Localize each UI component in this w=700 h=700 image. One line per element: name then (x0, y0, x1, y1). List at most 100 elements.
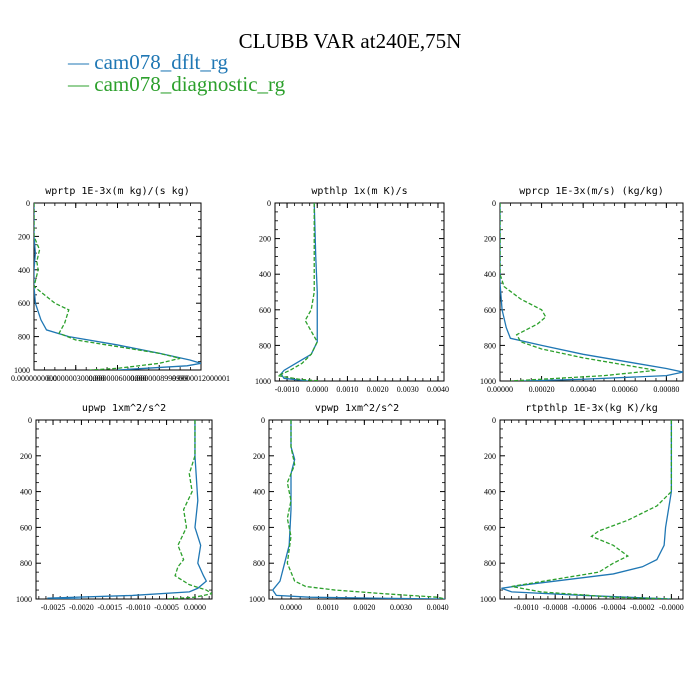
y-tick-label-upwp: 1000 (16, 595, 32, 604)
y-tick-label-wprcp: 800 (484, 341, 496, 350)
y-tick-label-rtpthlp: 200 (484, 452, 496, 461)
x-tick-label-wprcp: 0.00000 (487, 385, 513, 394)
plot-frame-wpthlp (274, 202, 445, 382)
series-line-rtpthlp-dflt (501, 420, 673, 599)
x-tick-label-wpthlp: -0.0010 (275, 385, 300, 394)
x-tick-label-rtpthlp: -0.0002 (630, 603, 655, 612)
y-tick-label-rtpthlp: 0 (492, 416, 496, 425)
x-tick-label-wpthlp: 0.0040 (427, 385, 449, 394)
x-tick-label-wprcp: 0.00080 (653, 385, 679, 394)
x-tick-label-wprtp: 0.0000008999999 (130, 374, 188, 383)
series-line-rtpthlp-diagnostic (511, 420, 673, 599)
x-tick-label-wprtp: 0.0000000000 (11, 374, 57, 383)
panel-wprtp: wprtp 1E-3x(m kg)/(s kg) 0 200 400 600 800 100… (11, 186, 230, 383)
y-tick-label-wprtp: 200 (18, 232, 30, 241)
x-tick-label-wpthlp: 0.0010 (336, 385, 358, 394)
y-tick-label-vpwp: 400 (253, 488, 265, 497)
series-line-wpthlp-diagnostic (275, 203, 321, 381)
series-line-upwp-dflt (47, 420, 208, 599)
x-tick-label-vpwp: 0.0020 (353, 603, 375, 612)
x-tick-label-wpthlp: 0.0020 (367, 385, 389, 394)
panel-wpthlp: wpthlp 1x(m K)/s 0 200 400 600 800 1000 -0.0010… (255, 186, 449, 394)
y-tick-label-wpthlp: 600 (259, 306, 271, 315)
panel-wprcp: wprcp 1E-3x(m/s) (kg/kg) 0 200 400 600 800 100… (480, 186, 684, 394)
series-line-wprcp-dflt (500, 203, 683, 381)
plot-frame-rtpthlp (499, 419, 684, 600)
y-tick-label-wprcp: 1000 (480, 377, 496, 386)
x-tick-label-upwp: -0.0020 (69, 603, 94, 612)
x-tick-label-wpthlp: 0.0030 (397, 385, 419, 394)
legend: — cam078_dflt_rg — cam078_diagnostic_rg (67, 50, 286, 96)
series-line-wprtp-diagnostic (34, 203, 181, 370)
y-tick-label-upwp: 800 (20, 559, 32, 568)
y-tick-label-vpwp: 200 (253, 452, 265, 461)
x-tick-label-upwp: -0.0025 (41, 603, 66, 612)
panel-title-vpwp: vpwp 1xm^2/s^2 (315, 403, 399, 414)
legend-entry-diagnostic: — cam078_diagnostic_rg (67, 72, 286, 96)
x-tick-label-rtpthlp: -0.0010 (514, 603, 539, 612)
x-tick-label-vpwp: 0.0030 (390, 603, 412, 612)
series-line-upwp-diagnostic (166, 420, 212, 599)
y-tick-label-vpwp: 600 (253, 523, 265, 532)
panel-title-wpthlp: wpthlp 1x(m K)/s (311, 186, 407, 197)
panels: wprtp 1E-3x(m kg)/(s kg) 0 200 400 600 800 100… (11, 186, 684, 612)
x-tick-label-upwp: -0.0005 (154, 603, 179, 612)
y-tick-label-upwp: 400 (20, 488, 32, 497)
x-tick-label-rtpthlp: -0.0008 (543, 603, 568, 612)
x-tick-label-wprcp: 0.00060 (612, 385, 638, 394)
panel-vpwp: vpwp 1xm^2/s^2 0 200 400 600 800 1000 0.0000 0.0… (249, 403, 449, 612)
y-tick-label-vpwp: 0 (261, 416, 265, 425)
x-tick-label-wprtp: 0.0000012000001 (172, 374, 230, 383)
x-tick-label-upwp: -0.0010 (126, 603, 151, 612)
y-tick-label-wpthlp: 0 (267, 199, 271, 208)
x-tick-label-rtpthlp: -0.0006 (572, 603, 597, 612)
x-tick-label-upwp: -0.0015 (97, 603, 122, 612)
legend-label-diagnostic: cam078_diagnostic_rg (94, 72, 285, 96)
legend-dash-diagnostic: — (67, 72, 94, 96)
x-tick-label-wpthlp: 0.0000 (306, 385, 328, 394)
figure-title: CLUBB VAR at240E,75N (239, 29, 462, 53)
y-tick-label-rtpthlp: 600 (484, 523, 496, 532)
series-line-wprtp-dflt (34, 203, 201, 370)
legend-label-dflt: cam078_dflt_rg (94, 50, 228, 74)
x-tick-label-vpwp: 0.0040 (427, 603, 449, 612)
y-tick-label-wprcp: 200 (484, 235, 496, 244)
x-tick-label-vpwp: 0.0000 (280, 603, 302, 612)
y-tick-label-wprtp: 0 (26, 199, 30, 208)
y-tick-label-wprtp: 600 (18, 299, 30, 308)
plot-frame-vpwp (268, 419, 446, 600)
legend-dash-dflt: — (67, 50, 94, 74)
y-tick-label-upwp: 0 (28, 416, 32, 425)
plot-frame-wprcp (499, 202, 684, 382)
y-tick-label-wpthlp: 200 (259, 235, 271, 244)
plot-frame-upwp (35, 419, 213, 600)
x-tick-label-vpwp: 0.0010 (317, 603, 339, 612)
y-tick-label-wpthlp: 800 (259, 341, 271, 350)
y-tick-label-vpwp: 800 (253, 559, 265, 568)
y-tick-label-wprcp: 400 (484, 270, 496, 279)
series-line-vpwp-diagnostic (286, 420, 445, 599)
panel-rtpthlp: rtpthlp 1E-3x(kg K)/kg 0 200 400 600 800 1000 -… (480, 403, 684, 612)
y-tick-label-upwp: 600 (20, 523, 32, 532)
y-tick-label-wprcp: 600 (484, 306, 496, 315)
y-tick-label-wprtp: 1000 (14, 366, 30, 375)
y-tick-label-vpwp: 1000 (249, 595, 265, 604)
y-tick-label-rtpthlp: 400 (484, 488, 496, 497)
legend-entry-dflt: — cam078_dflt_rg (67, 50, 229, 74)
panel-title-wprcp: wprcp 1E-3x(m/s) (kg/kg) (519, 186, 664, 197)
y-tick-label-upwp: 200 (20, 452, 32, 461)
panel-title-wprtp: wprtp 1E-3x(m kg)/(s kg) (45, 186, 190, 197)
panel-title-upwp: upwp 1xm^2/s^2 (82, 403, 166, 414)
y-tick-label-wpthlp: 400 (259, 270, 271, 279)
y-tick-label-wprtp: 800 (18, 333, 30, 342)
x-tick-label-rtpthlp: -0.0000 (659, 603, 684, 612)
series-line-wprcp-diagnostic (500, 203, 657, 381)
series-line-vpwp-dflt (271, 420, 445, 599)
y-tick-label-wprtp: 400 (18, 266, 30, 275)
x-tick-label-wprtp: 0.0000003000000 (47, 374, 105, 383)
x-tick-label-wprtp: 0.0000006000000 (89, 374, 147, 383)
x-tick-label-wprcp: 0.00020 (529, 385, 555, 394)
y-tick-label-rtpthlp: 1000 (480, 595, 496, 604)
